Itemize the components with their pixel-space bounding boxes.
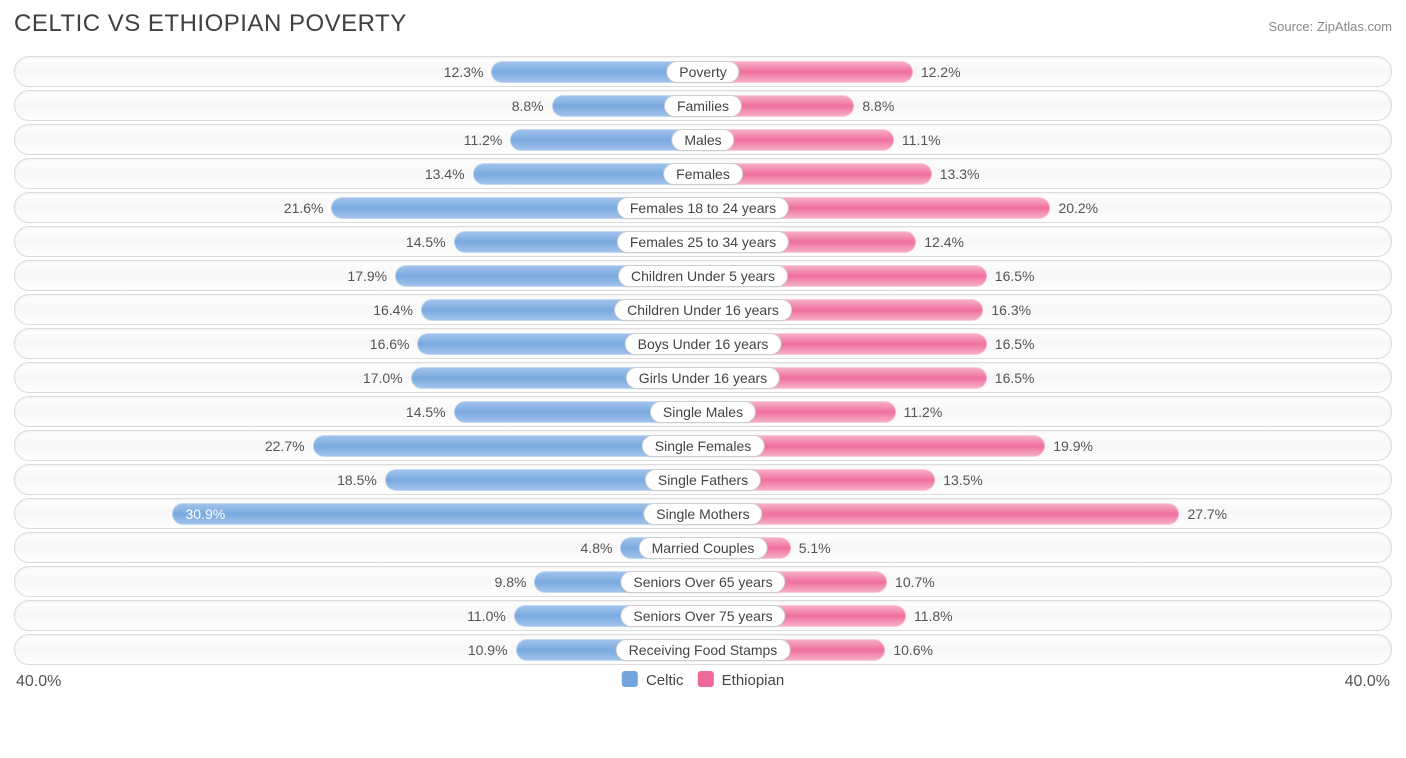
value-label-right: 11.8% — [914, 608, 953, 624]
chart-row: 17.9% 16.5% Children Under 5 years — [14, 260, 1392, 291]
value-label-left: 13.4% — [425, 166, 465, 182]
category-label: Receiving Food Stamps — [616, 639, 791, 661]
chart-row: 10.9% 10.6% Receiving Food Stamps — [14, 634, 1392, 665]
chart-row: 18.5% 13.5% Single Fathers — [14, 464, 1392, 495]
chart-row: 8.8% 8.8% Families — [14, 90, 1392, 121]
chart-rows: 12.3%12.2%Poverty8.8%8.8%Families11.2%11… — [14, 56, 1392, 665]
value-label-right: 16.5% — [995, 370, 1035, 386]
value-label-left: 10.9% — [468, 642, 508, 658]
value-label-left: 18.5% — [337, 472, 377, 488]
value-label-left: 30.9% — [186, 506, 226, 522]
legend-swatch-left — [622, 671, 638, 687]
chart-row: 16.6% 16.5% Boys Under 16 years — [14, 328, 1392, 359]
value-label-left: 22.7% — [265, 438, 305, 454]
chart-row: 11.0% 11.8% Seniors Over 75 years — [14, 600, 1392, 631]
category-label: Boys Under 16 years — [625, 333, 782, 355]
category-label: Single Females — [642, 435, 765, 457]
chart-row: 30.9% 27.7% Single Mothers — [14, 498, 1392, 529]
value-label-left: 11.2% — [464, 132, 503, 148]
chart-row: 14.5% 12.4% Females 25 to 34 years — [14, 226, 1392, 257]
category-label: Married Couples — [639, 537, 768, 559]
header: CELTIC VS ETHIOPIAN POVERTY Source: ZipA… — [14, 10, 1392, 38]
value-label-left: 21.6% — [284, 200, 324, 216]
category-label: Females — [663, 163, 743, 185]
value-label-right: 16.5% — [995, 268, 1035, 284]
value-label-right: 16.5% — [995, 336, 1035, 352]
category-label: Single Fathers — [645, 469, 761, 491]
value-label-left: 14.5% — [406, 404, 446, 420]
legend: Celtic Ethiopian — [622, 671, 784, 689]
axis-max-right: 40.0% — [1345, 673, 1390, 691]
axis-max-left: 40.0% — [16, 673, 61, 691]
value-label-right: 10.6% — [893, 642, 933, 658]
category-label: Single Males — [650, 401, 756, 423]
category-label: Girls Under 16 years — [626, 367, 780, 389]
value-label-right: 8.8% — [862, 98, 894, 114]
value-label-left: 11.0% — [467, 608, 506, 624]
bar-right — [703, 503, 1179, 525]
value-label-left: 4.8% — [581, 540, 613, 556]
value-label-left: 16.4% — [373, 302, 413, 318]
chart-row: 17.0% 16.5% Girls Under 16 years — [14, 362, 1392, 393]
chart-row: 21.6% 20.2% Females 18 to 24 years — [14, 192, 1392, 223]
value-label-left: 9.8% — [495, 574, 527, 590]
value-label-left: 17.9% — [347, 268, 387, 284]
value-label-right: 10.7% — [895, 574, 935, 590]
chart-row: 13.4% 13.3% Females — [14, 158, 1392, 189]
legend-item-left: Celtic — [622, 671, 684, 689]
value-label-right: 19.9% — [1053, 438, 1093, 454]
chart-row: 12.3% 12.2% Poverty — [14, 56, 1392, 87]
chart-row: 22.7% 19.9% Single Females — [14, 430, 1392, 461]
chart-row: 14.5% 11.2% Single Males — [14, 396, 1392, 427]
category-label: Seniors Over 65 years — [620, 571, 785, 593]
value-label-right: 27.7% — [1187, 506, 1227, 522]
chart-row: 16.4% 16.3% Children Under 16 years — [14, 294, 1392, 325]
legend-item-right: Ethiopian — [697, 671, 784, 689]
category-label: Females 18 to 24 years — [617, 197, 789, 219]
value-label-right: 13.5% — [943, 472, 983, 488]
value-label-left: 17.0% — [363, 370, 403, 386]
value-label-left: 16.6% — [370, 336, 410, 352]
value-label-right: 12.4% — [924, 234, 964, 250]
chart-row: 11.2% 11.1% Males — [14, 124, 1392, 155]
value-label-right: 16.3% — [991, 302, 1031, 318]
value-label-right: 12.2% — [921, 64, 961, 80]
value-label-right: 20.2% — [1058, 200, 1098, 216]
category-label: Children Under 16 years — [614, 299, 792, 321]
chart-row: 4.8% 5.1% Married Couples — [14, 532, 1392, 563]
bar-left — [172, 503, 703, 525]
category-label: Poverty — [666, 61, 739, 83]
value-label-right: 5.1% — [799, 540, 831, 556]
chart-footer: 40.0% Celtic Ethiopian 40.0% — [14, 671, 1392, 695]
chart-container: CELTIC VS ETHIOPIAN POVERTY Source: ZipA… — [0, 0, 1406, 701]
value-label-right: 13.3% — [940, 166, 980, 182]
category-label: Single Mothers — [643, 503, 762, 525]
value-label-right: 11.1% — [902, 132, 941, 148]
category-label: Children Under 5 years — [618, 265, 788, 287]
category-label: Females 25 to 34 years — [617, 231, 789, 253]
legend-swatch-right — [697, 671, 713, 687]
category-label: Seniors Over 75 years — [620, 605, 785, 627]
value-label-right: 11.2% — [904, 404, 943, 420]
chart-row: 9.8% 10.7% Seniors Over 65 years — [14, 566, 1392, 597]
category-label: Males — [671, 129, 734, 151]
value-label-left: 8.8% — [512, 98, 544, 114]
legend-label-left: Celtic — [646, 672, 684, 689]
legend-label-right: Ethiopian — [722, 672, 785, 689]
value-label-left: 12.3% — [444, 64, 484, 80]
category-label: Families — [664, 95, 742, 117]
value-label-left: 14.5% — [406, 234, 446, 250]
chart-title: CELTIC VS ETHIOPIAN POVERTY — [14, 10, 407, 38]
source-label: Source: ZipAtlas.com — [1268, 19, 1392, 34]
